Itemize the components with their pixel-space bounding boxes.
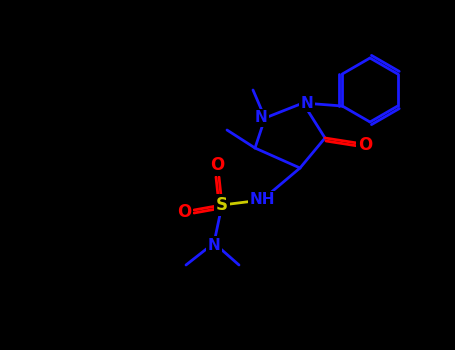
Text: N: N <box>301 96 313 111</box>
Text: O: O <box>358 136 372 154</box>
Text: O: O <box>210 156 224 174</box>
Text: N: N <box>255 111 268 126</box>
Text: O: O <box>177 203 191 221</box>
Text: N: N <box>207 238 220 252</box>
Text: S: S <box>216 196 228 214</box>
Text: NH: NH <box>249 193 275 208</box>
